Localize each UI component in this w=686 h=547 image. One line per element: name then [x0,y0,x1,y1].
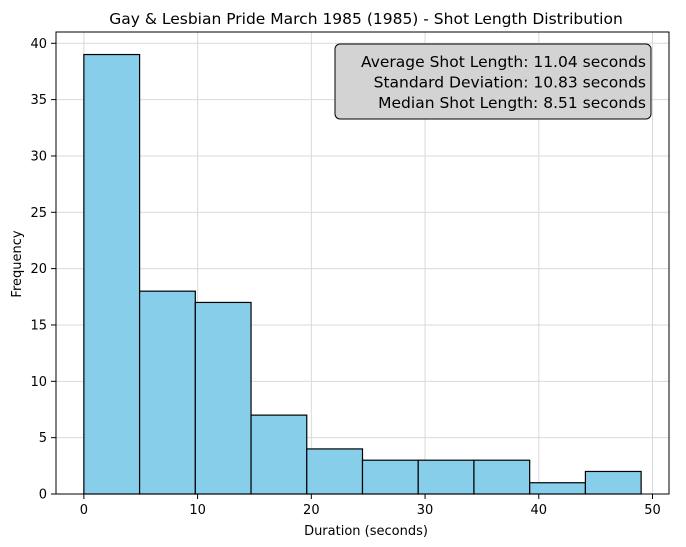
plot-frame [55,31,670,495]
y-tick-label: 10 [30,375,47,390]
histogram-bar [473,459,531,495]
y-tick-label: 0 [39,488,47,503]
histogram-bar [138,290,196,495]
y-tick-label: 20 [30,262,47,277]
y-tick-label: 35 [30,93,47,108]
y-tick-label: 30 [30,149,47,164]
standard-deviation-text: Standard Deviation: 10.83 seconds [374,74,646,92]
x-tick-label: 40 [531,503,548,518]
y-tick-label: 25 [30,206,47,221]
stats-annotation: Average Shot Length: 11.04 seconds Stand… [334,43,652,120]
histogram-bar [417,459,475,495]
histogram-bar [250,414,308,495]
x-axis-label: Duration (seconds) [304,524,428,539]
y-axis-ticks: 0 5 10 15 20 25 30 35 40 [30,37,56,503]
x-tick-label: 30 [417,503,434,518]
median-shot-length-text: Median Shot Length: 8.51 seconds [378,94,646,112]
histogram-bar [529,482,587,495]
x-tick-label: 20 [303,503,320,518]
y-axis-label: Frequency [10,230,25,297]
y-tick-label: 15 [30,318,47,333]
chart-title: Gay & Lesbian Pride March 1985 (1985) - … [109,10,623,28]
histogram-bars [83,53,642,495]
average-shot-length-text: Average Shot Length: 11.04 seconds [361,53,646,71]
y-tick-label: 5 [39,431,47,446]
histogram-bar [83,53,141,495]
x-tick-label: 0 [80,503,88,518]
y-tick-label: 40 [30,37,47,52]
histogram-bar [306,448,364,495]
histogram-bar [361,459,419,495]
x-tick-label: 10 [189,503,206,518]
x-axis-ticks: 0 10 20 30 40 50 [80,494,661,518]
histogram-bar [584,470,642,495]
stats-annotation-box [334,43,652,120]
x-tick-label: 50 [644,503,661,518]
histogram-bar [194,301,252,495]
